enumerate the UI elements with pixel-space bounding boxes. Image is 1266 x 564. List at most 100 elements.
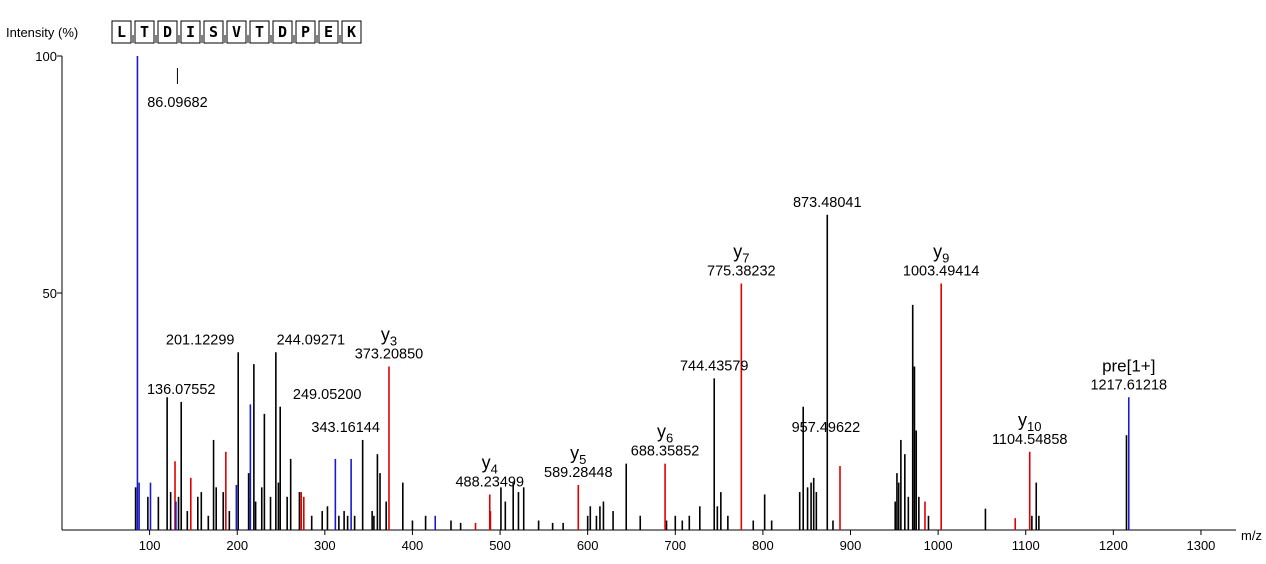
peak-mz-label: 1104.54858: [992, 432, 1068, 448]
ion-subscript: 3: [390, 333, 397, 348]
peak-mz-label: 1217.61218: [1090, 377, 1167, 393]
peak-annotation: 136.07552: [147, 382, 216, 398]
peak-annotation: 744.43579: [680, 358, 749, 374]
x-tick-label: 700: [664, 538, 686, 553]
peak-mz-label: 589.28448: [544, 465, 613, 481]
peak-annotation: 343.16144: [311, 420, 380, 436]
sequence-residue-box: [318, 20, 339, 44]
peak-labels: 86.09682 136.07552 201.12299 244.09271 249.0…: [147, 68, 1167, 490]
x-tick-label: 500: [489, 538, 511, 553]
peak-mz-label: 688.35852: [631, 444, 700, 460]
x-tick-label: 800: [752, 538, 774, 553]
sequence-residue-letter: L: [117, 23, 126, 41]
sequence-residue-box: [226, 20, 247, 44]
peak-mz-label: 957.49622: [792, 420, 861, 436]
x-tick-label: 1300: [1186, 538, 1215, 553]
y-axis-ticks: 50 100: [35, 49, 62, 301]
ion-subscript: 7: [742, 251, 749, 266]
peak-annotation: 86.09682: [147, 68, 208, 111]
ion-label: y4: [482, 452, 498, 476]
peak-annotation: 249.05200: [293, 387, 362, 403]
peak-mz-label: 744.43579: [680, 358, 749, 374]
ion-subscript: 5: [579, 452, 586, 467]
sequence-residue: E: [318, 20, 341, 44]
peak-mz-label: 775.38232: [707, 264, 776, 280]
sequence-residue: I: [180, 20, 203, 44]
sequence-residue: D: [272, 20, 295, 44]
ion-label: pre[1+]: [1102, 356, 1155, 375]
x-tick-label: 600: [577, 538, 599, 553]
sequence-residue: V: [226, 20, 249, 44]
peak-mz-label: 873.48041: [793, 195, 862, 211]
peak-annotation: 957.49622: [792, 420, 861, 436]
sequence-residue-box: [111, 20, 132, 44]
sequence-residue-letter: D: [278, 23, 287, 41]
sequence-residue-box: [249, 20, 270, 44]
peak-mz-label: 1003.49414: [903, 264, 980, 280]
sequence-residue-letter: P: [301, 23, 310, 41]
sequence-residue-box: [180, 20, 201, 44]
sequence-residue: D: [157, 20, 180, 44]
x-tick-label: 400: [402, 538, 424, 553]
sequence-residue-box: [157, 20, 178, 44]
y-tick-label: 50: [43, 286, 57, 301]
peak-mz-label: 201.12299: [166, 332, 235, 348]
sequence-residue: P: [295, 20, 318, 44]
sequence-residue-letter: D: [163, 23, 172, 41]
ion-label: y7: [733, 242, 749, 266]
y-tick-label: 100: [35, 49, 57, 64]
sequence-residue: S: [203, 20, 226, 44]
x-axis-ticks: 100 200 300 400 500 600 700 800 900 1000 1100 1200 1…: [139, 530, 1215, 553]
ion-subscript: 10: [1027, 419, 1041, 434]
peak-mz-label: 249.05200: [293, 387, 362, 403]
peak-mz-label: 488.23499: [455, 474, 524, 490]
sequence-residue-box: [272, 20, 293, 44]
sequence-residue-letter: K: [347, 23, 356, 41]
x-tick-label: 1100: [1012, 538, 1040, 553]
peak-annotation: 873.48041: [793, 195, 862, 211]
sequence-residue-letter: I: [186, 23, 195, 41]
y-axis-label: Intensity (%): [6, 25, 78, 40]
peak-mz-label: 136.07552: [147, 382, 216, 398]
ion-subscript: 9: [942, 251, 949, 266]
peak-annotation: 244.09271: [277, 332, 346, 348]
spectrum-peaks: [134, 56, 1130, 530]
peak-mz-label: 373.20850: [355, 346, 424, 362]
ion-label: y9: [933, 242, 949, 266]
peak-annotation: 201.12299: [166, 332, 235, 348]
sequence-residue-box: [203, 20, 224, 44]
ion-label: y10: [1018, 410, 1041, 434]
ion-subscript: 4: [491, 461, 498, 476]
ion-label: y3: [381, 324, 397, 348]
x-tick-label: 200: [226, 538, 248, 553]
x-tick-label: 1000: [924, 538, 953, 553]
sequence-residue-letter: S: [209, 23, 218, 41]
ion-subscript: 6: [666, 431, 673, 446]
x-tick-label: 900: [840, 538, 862, 553]
peak-mz-label: 343.16144: [311, 420, 380, 436]
ion-label: y5: [570, 443, 586, 467]
x-axis-label: m/z: [1241, 528, 1262, 543]
sequence-residue: L: [111, 20, 134, 44]
x-tick-label: 1200: [1099, 538, 1128, 553]
peak-annotation: 1217.61218 pre[1+]: [1090, 356, 1167, 393]
sequence-residue-box: [134, 20, 155, 44]
sequence-residue-box: [341, 20, 362, 44]
ion-label: y6: [657, 422, 673, 446]
sequence-residue: T: [249, 20, 272, 44]
sequence-residue-letter: T: [255, 23, 264, 41]
sequence-residue-box: [295, 20, 316, 44]
x-tick-label: 300: [314, 538, 336, 553]
sequence-residue-letter: V: [232, 23, 241, 41]
sequence-residue-letter: E: [324, 23, 333, 41]
peak-mz-label: 244.09271: [277, 332, 346, 348]
